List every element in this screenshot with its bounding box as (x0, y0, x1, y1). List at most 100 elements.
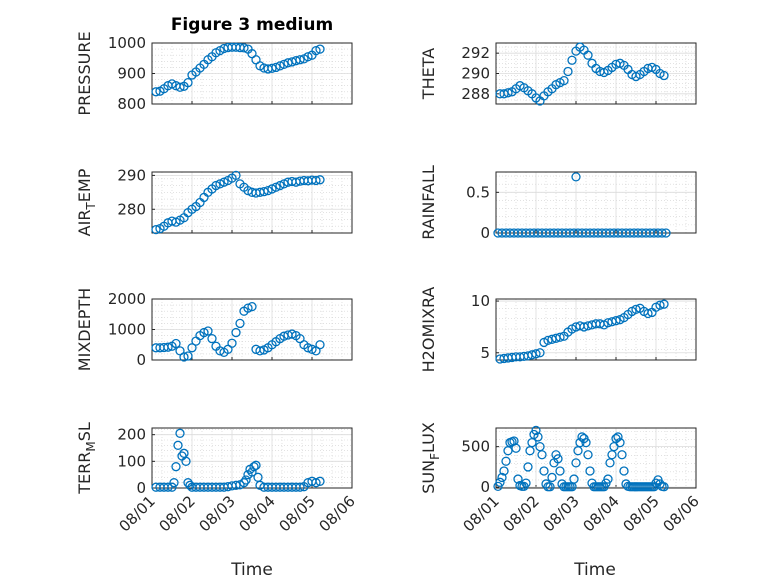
data-point (275, 61, 285, 71)
x-tick-label: 08/06 (316, 492, 359, 535)
y-tick-label: 1000 (108, 34, 146, 52)
data-point (249, 462, 259, 472)
data-point (495, 477, 505, 487)
x-tick-label: 08/03 (540, 492, 583, 535)
data-point (251, 460, 261, 470)
data-point (531, 349, 541, 359)
axes-air_temp: 280 290 AIRTEMP (75, 166, 353, 236)
data-point (171, 338, 181, 349)
data-point (521, 478, 531, 488)
data-point (531, 425, 541, 436)
plot-border (151, 42, 353, 105)
data-point (207, 333, 217, 344)
y-tick-label: 100 (117, 452, 146, 470)
x-tick-label: 08/04 (580, 492, 623, 535)
data-point (555, 466, 565, 476)
data-point (315, 340, 325, 350)
x-tick-label: 08/03 (196, 492, 239, 535)
data-point (179, 352, 189, 362)
data-point (585, 466, 595, 476)
data-point (151, 87, 161, 97)
data-point (279, 59, 289, 69)
data-point (659, 299, 669, 309)
data-point (569, 474, 579, 484)
y-axis-label: H2OMIXRA (419, 287, 438, 373)
data-point (533, 432, 543, 442)
data-point (535, 348, 545, 358)
y-tick-label: 290 (461, 65, 490, 83)
y-tick-label: 280 (117, 200, 146, 218)
data-point (659, 70, 669, 81)
data-point (175, 428, 185, 438)
data-point (311, 175, 321, 186)
plot-border (495, 298, 697, 361)
axes-terr_msl: 0 100 200 TERRMSL 08/0108/0208/0308/0408/050… (75, 422, 359, 535)
data-point (171, 462, 181, 472)
data-point (247, 301, 257, 312)
axes-pressure: 800 900 1000 PRESSURE (75, 31, 353, 116)
data-point (255, 346, 265, 356)
data-point (183, 351, 193, 361)
data-point (655, 300, 665, 310)
data-point (523, 462, 533, 472)
y-axis-label: THETA (419, 48, 438, 100)
data-point (175, 82, 185, 92)
y-axis-label: TERRMSL (75, 422, 98, 495)
x-tick-label: 08/06 (660, 492, 703, 535)
y-tick-label: 500 (461, 438, 490, 456)
x-tick-label: 08/05 (620, 492, 663, 535)
plot-border (151, 171, 353, 234)
y-tick-label: 10 (471, 292, 490, 310)
data-point (547, 472, 557, 483)
data-point (231, 480, 241, 490)
axes-h2omixra: 5 10 H2OMIXRA (419, 287, 697, 373)
data-point (231, 327, 241, 338)
data-point (307, 344, 317, 354)
data-point (659, 482, 669, 492)
axes-sun_flux: 0 500 SUNFLUX 08/0108/0208/0308/0408/0508/0… (419, 422, 703, 535)
data-point (259, 187, 269, 197)
data-point (303, 343, 313, 353)
figure-title: Figure 3 medium (171, 15, 333, 35)
data-point (169, 478, 179, 488)
axes-theta: 288 290 292 THETA (419, 42, 697, 106)
x-tick-label: 08/01 (460, 492, 503, 535)
y-tick-label: 900 (117, 65, 146, 83)
y-tick-label: 0.5 (466, 183, 490, 201)
data-point (315, 175, 325, 185)
data-point (167, 482, 177, 492)
y-tick-label: 292 (461, 44, 490, 62)
data-point (303, 52, 313, 62)
data-point (163, 482, 173, 492)
x-tick-label: 08/01 (116, 492, 159, 535)
data-point (185, 480, 195, 490)
data-point (151, 224, 161, 235)
y-tick-label: 200 (117, 426, 146, 444)
data-point (619, 466, 629, 476)
data-point (613, 432, 623, 442)
y-axis-label: MIXDEPTH (75, 288, 94, 371)
plot-border (151, 427, 353, 489)
data-point (555, 332, 565, 342)
y-tick-label: 0 (480, 224, 490, 242)
data-point (559, 75, 569, 86)
data-point (231, 170, 241, 181)
data-point (295, 482, 305, 492)
data-point (617, 450, 627, 460)
data-point (243, 303, 253, 313)
data-point (239, 478, 249, 488)
data-point (247, 467, 257, 477)
data-point (199, 327, 209, 338)
x-tick-label: 08/02 (500, 492, 543, 535)
data-point (295, 55, 305, 65)
data-point (499, 466, 509, 476)
data-point (513, 474, 523, 484)
data-point (203, 326, 213, 336)
data-point (501, 456, 511, 466)
y-axis-label: RAINFALL (419, 165, 438, 240)
data-point (227, 338, 237, 348)
data-point (235, 318, 245, 329)
data-point (661, 228, 671, 238)
data-point (183, 78, 193, 88)
